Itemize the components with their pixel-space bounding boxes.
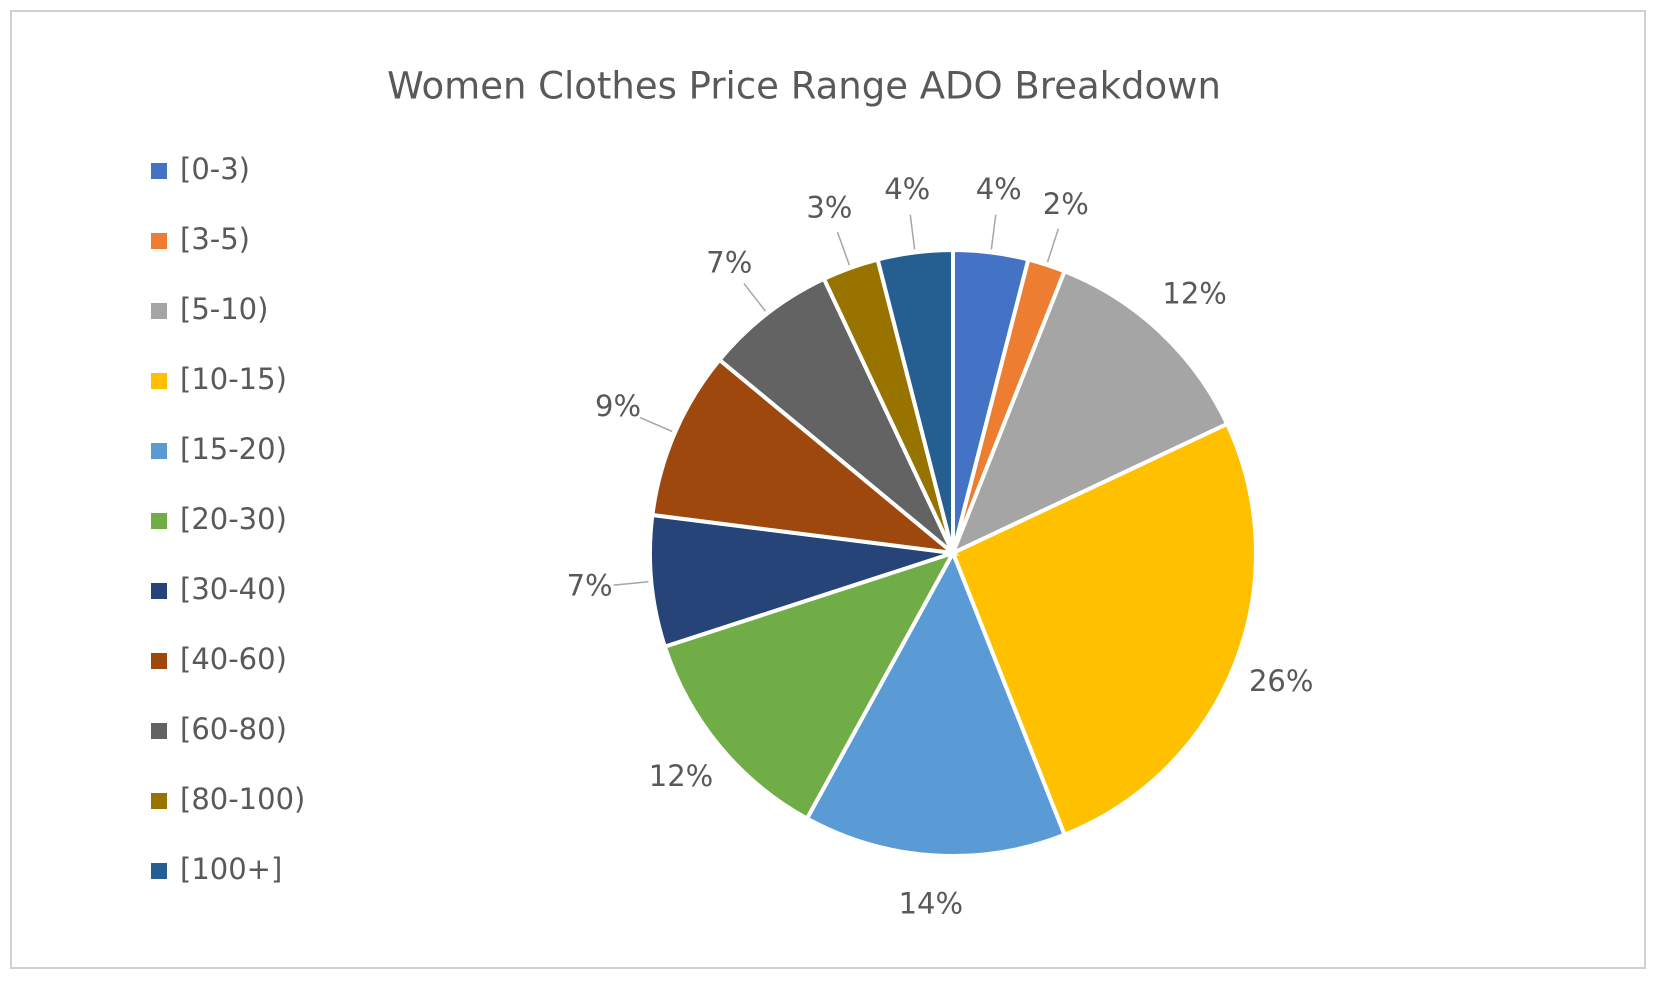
legend-swatch [151, 863, 167, 879]
legend-text: [3-5) [180, 222, 250, 256]
pie-slice [875, 247, 955, 554]
data-label: 3% [806, 191, 852, 225]
legend-swatch [151, 513, 167, 529]
data-label: 9% [595, 389, 641, 423]
legend-swatch [151, 303, 167, 319]
legend-swatch [151, 653, 167, 669]
pie-slice [662, 549, 958, 822]
leader-line [909, 214, 916, 250]
legend-text: [60-80) [180, 712, 287, 746]
legend-swatch [151, 233, 167, 249]
data-label: 4% [976, 172, 1022, 206]
pie-slice [950, 421, 1258, 838]
legend-swatch [151, 443, 167, 459]
legend-swatch [151, 723, 167, 739]
leader-line [613, 581, 649, 586]
legend-text: [20-30) [180, 502, 287, 536]
legend-text: [10-15) [180, 362, 287, 396]
legend-swatch [151, 373, 167, 389]
leader-line [836, 231, 851, 266]
data-label: 14% [899, 886, 963, 920]
data-label: 12% [1162, 277, 1226, 311]
chart-title: Women Clothes Price Range ADO Breakdown [387, 65, 1221, 108]
data-label: 4% [884, 172, 930, 206]
legend-text: [5-10) [180, 292, 268, 326]
legend-text: [40-60) [180, 642, 287, 676]
legend-text: [15-20) [180, 432, 287, 466]
leader-line [1046, 228, 1060, 263]
pie-slice [949, 268, 1230, 557]
legend-text: [100+] [180, 852, 282, 886]
legend-text: [80-100) [180, 782, 305, 816]
data-label: 2% [1043, 187, 1089, 221]
data-label: 7% [706, 246, 752, 280]
legend-swatch [151, 793, 167, 809]
pie-slice [650, 357, 960, 556]
data-label: 7% [567, 568, 613, 602]
pie-slice [716, 276, 955, 555]
legend-text: [0-3) [180, 152, 250, 186]
data-label: 26% [1249, 664, 1313, 698]
leader-line [743, 283, 767, 312]
leader-line [990, 214, 997, 250]
legend-text: [30-40) [180, 572, 287, 606]
legend-swatch [151, 583, 167, 599]
pie-slice [804, 548, 1068, 858]
leader-line [639, 416, 673, 433]
data-label: 12% [649, 759, 713, 793]
pie-slice [648, 512, 954, 650]
legend-swatch [151, 163, 167, 179]
